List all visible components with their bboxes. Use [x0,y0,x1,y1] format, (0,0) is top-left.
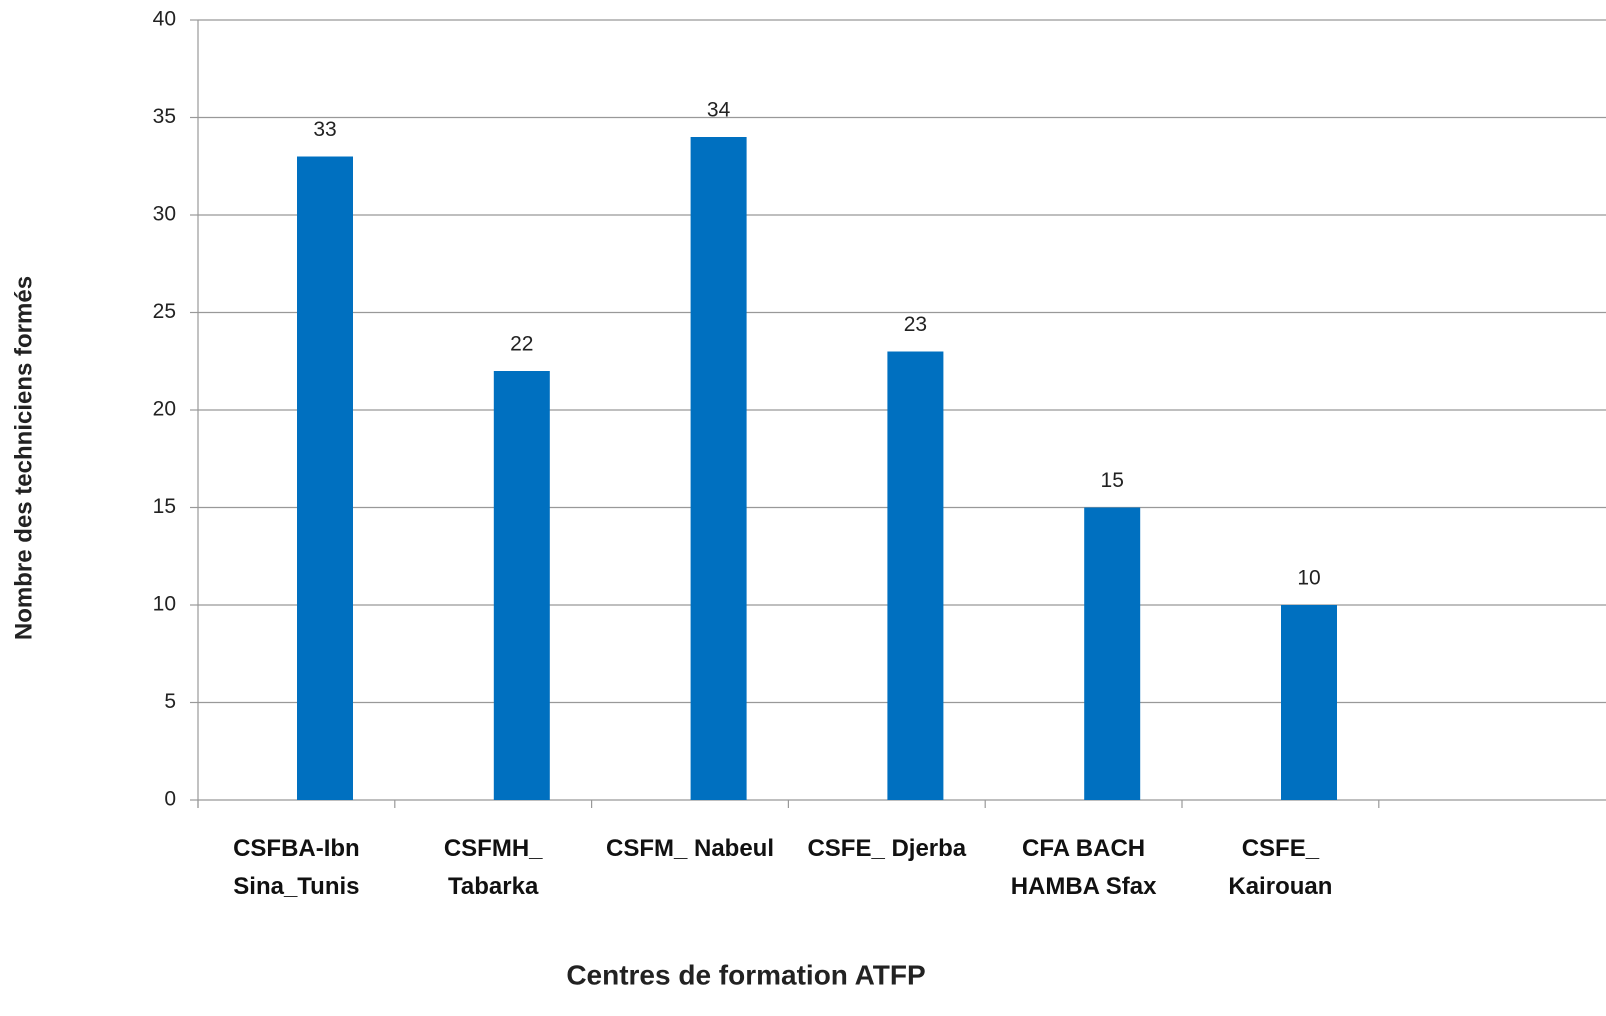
data-label: 10 [1297,567,1320,590]
x-tick-label: CSFE_ Djerba [807,835,967,862]
bar [493,371,550,800]
y-tick-label: 0 [164,788,176,811]
x-tick-label: CSFBA-Ibn Sina_Tunis [233,835,360,900]
bar [690,137,747,800]
bar [1281,605,1337,800]
bar [297,156,353,800]
y-tick-label: 35 [153,105,176,128]
x-tick-label: CFA BACH HAMBA Sfax [1010,835,1157,900]
data-label: 23 [904,313,927,336]
y-tick-label: 5 [164,690,176,713]
x-axis-title: Centres de formation ATFP [566,959,925,990]
y-tick-label: 20 [153,398,176,421]
y-axis-title: Nombre des techniciens formés [10,276,37,640]
y-tick-label: 25 [153,300,176,323]
y-tick-label: 15 [153,495,176,518]
y-tick-label: 30 [153,203,176,226]
bar [1084,507,1141,800]
x-tick-label: CSFMH_ Tabarka [443,835,543,900]
data-label: 34 [707,99,731,122]
y-tick-label: 40 [153,8,176,31]
bar [887,351,944,800]
y-tick-label: 10 [153,593,176,616]
x-tick-label: CSFE_ Kairouan [1228,835,1333,900]
data-label: 33 [313,118,336,141]
data-label: 15 [1101,469,1124,492]
x-tick-label: CSFM_ Nabeul [605,835,775,862]
data-label: 22 [510,333,533,356]
